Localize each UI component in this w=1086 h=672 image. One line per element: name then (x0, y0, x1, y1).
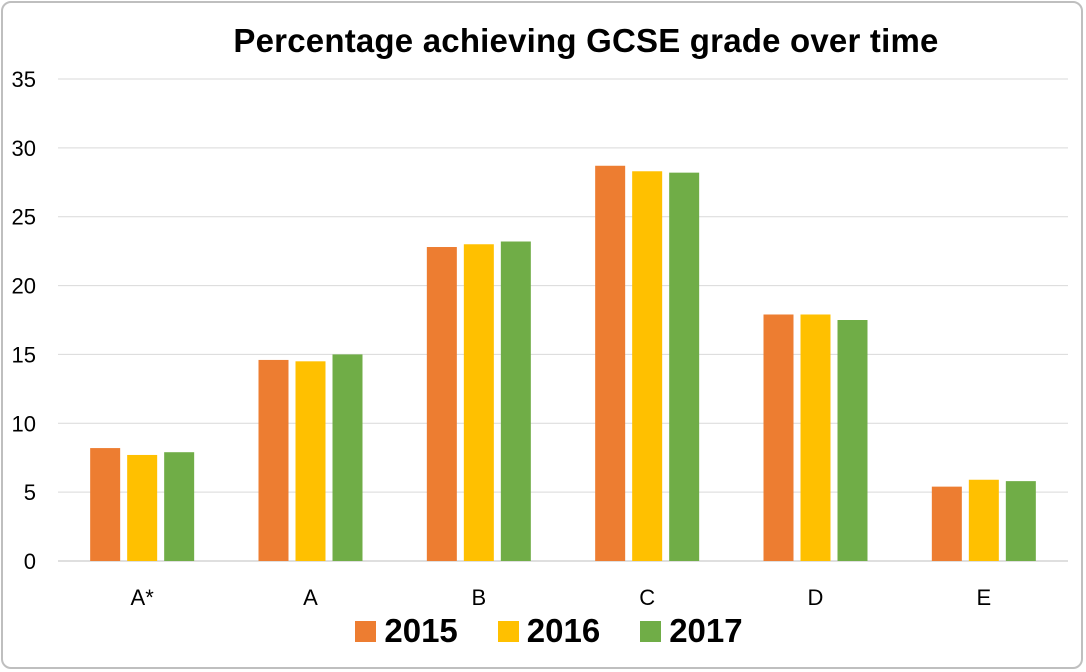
x-axis-tick-labels: A* A B C D E (131, 585, 992, 610)
bars (90, 165, 1036, 562)
y-tick-label: 25 (12, 205, 36, 230)
bar-2017 (164, 452, 195, 561)
y-tick-label: 15 (12, 342, 36, 367)
x-tick-label: D (808, 585, 824, 610)
bar-2016 (295, 361, 326, 561)
bar-2017 (332, 354, 363, 561)
bar-2015 (426, 247, 457, 562)
bar-2016 (463, 244, 494, 561)
y-tick-label: 30 (12, 136, 36, 161)
legend-label: 2015 (384, 612, 458, 649)
bar-2017 (837, 320, 868, 561)
x-tick-label: C (639, 585, 655, 610)
y-tick-label: 0 (24, 549, 36, 574)
legend-item-2017: 2017 (640, 612, 743, 650)
gridlines (58, 78, 1068, 562)
bar-2015 (595, 165, 626, 561)
legend-swatch (355, 620, 377, 642)
bar-2017 (500, 241, 531, 561)
bar-2016 (800, 314, 831, 561)
bar-2016 (968, 479, 999, 561)
legend-label: 2016 (526, 612, 601, 649)
bar-2016 (632, 171, 663, 562)
bar-2015 (90, 448, 121, 561)
y-tick-label: 10 (12, 411, 36, 436)
legend-item-2016: 2016 (497, 612, 601, 650)
y-tick-label: 35 (12, 67, 36, 92)
bar-2017 (1005, 481, 1036, 561)
y-tick-label: 20 (12, 274, 36, 299)
chart-title: Percentage achieving GCSE grade over tim… (233, 22, 939, 59)
x-tick-label: B (471, 585, 486, 610)
bar-2016 (127, 454, 158, 561)
y-tick-label: 5 (24, 480, 36, 505)
x-tick-label: A* (131, 585, 155, 610)
legend-item-2015: 2015 (355, 612, 458, 650)
bar-2017 (669, 172, 700, 561)
bar-2015 (763, 314, 794, 561)
chart-legend: 2015 2016 2017 (0, 612, 1086, 650)
legend-swatch (640, 620, 662, 642)
legend-swatch (497, 620, 519, 642)
legend-label: 2017 (669, 612, 743, 649)
x-tick-label: E (976, 585, 991, 610)
x-tick-label: A (303, 585, 318, 610)
bar-2015 (258, 359, 289, 561)
y-axis-tick-labels: 0 5 10 15 20 25 30 35 (12, 67, 36, 574)
bar-2015 (931, 486, 962, 561)
